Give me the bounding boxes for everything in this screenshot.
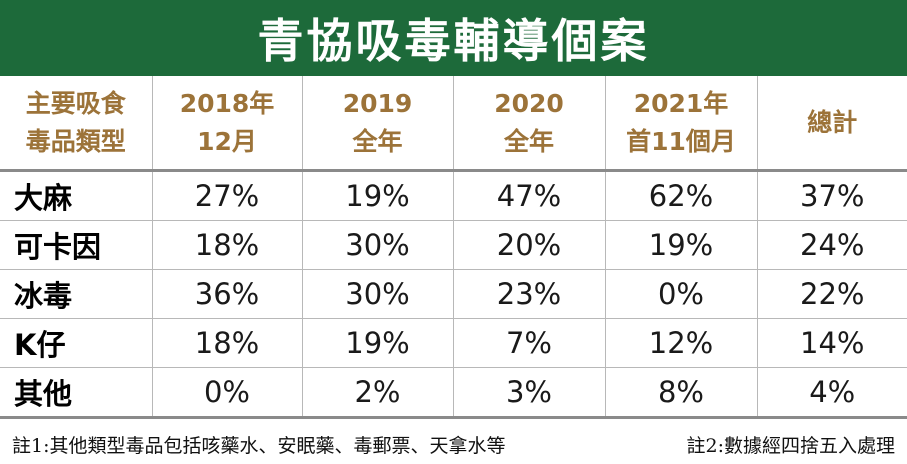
column-header-2020: 2020 全年: [453, 76, 606, 172]
drug-type-table: 主要吸食 毒品類型 2018年 12月 2019 全年 2020 全年 2021…: [0, 76, 907, 419]
table-cell: 12%: [605, 318, 758, 368]
table-cell: 36%: [152, 269, 303, 319]
table-cell: 19%: [302, 318, 454, 368]
row-label: 其他: [0, 367, 153, 419]
footnote-2: 註2:數據經四捨五入處理: [686, 434, 896, 457]
table-cell: 62%: [605, 170, 758, 221]
table-row: K仔 18% 19% 7% 12% 14%: [0, 318, 907, 368]
table-cell: 4%: [757, 367, 907, 419]
table-cell: 7%: [453, 318, 606, 368]
row-label: 可卡因: [0, 220, 153, 270]
table-row: 大麻 27% 19% 47% 62% 37%: [0, 170, 907, 221]
row-label: K仔: [0, 318, 153, 368]
table-cell: 0%: [152, 367, 303, 419]
table-cell: 3%: [453, 367, 606, 419]
footnote-1: 註1:其他類型毒品包括咳藥水、安眠藥、毒郵票、天拿水等: [12, 434, 506, 457]
column-header-2018: 2018年 12月: [152, 76, 303, 172]
table-row: 可卡因 18% 30% 20% 19% 24%: [0, 220, 907, 270]
table-cell: 37%: [757, 170, 907, 221]
header-row: 主要吸食 毒品類型 2018年 12月 2019 全年 2020 全年 2021…: [0, 76, 907, 172]
row-label: 大麻: [0, 170, 153, 221]
title-bar: 青協吸毒輔導個案: [0, 0, 907, 76]
corner-header: 主要吸食 毒品類型: [0, 76, 153, 172]
column-header-total: 總計: [757, 76, 907, 172]
table-cell: 24%: [757, 220, 907, 270]
table-row: 冰毒 36% 30% 23% 0% 22%: [0, 269, 907, 319]
table-cell: 30%: [302, 269, 454, 319]
column-header-2021: 2021年 首11個月: [605, 76, 758, 172]
table-cell: 8%: [605, 367, 758, 419]
footnotes: 註1:其他類型毒品包括咳藥水、安眠藥、毒郵票、天拿水等 註2:數據經四捨五入處理: [0, 424, 907, 464]
table-cell: 22%: [757, 269, 907, 319]
table-cell: 18%: [152, 318, 303, 368]
table-cell: 19%: [605, 220, 758, 270]
row-label: 冰毒: [0, 269, 153, 319]
table-cell: 30%: [302, 220, 454, 270]
table-cell: 14%: [757, 318, 907, 368]
table-row: 其他 0% 2% 3% 8% 4%: [0, 367, 907, 419]
table-cell: 19%: [302, 170, 454, 221]
table-cell: 47%: [453, 170, 606, 221]
table-cell: 20%: [453, 220, 606, 270]
table-cell: 27%: [152, 170, 303, 221]
table-cell: 0%: [605, 269, 758, 319]
table-cell: 18%: [152, 220, 303, 270]
table-cell: 2%: [302, 367, 454, 419]
column-header-2019: 2019 全年: [302, 76, 454, 172]
table-cell: 23%: [453, 269, 606, 319]
page-title: 青協吸毒輔導個案: [257, 14, 650, 68]
